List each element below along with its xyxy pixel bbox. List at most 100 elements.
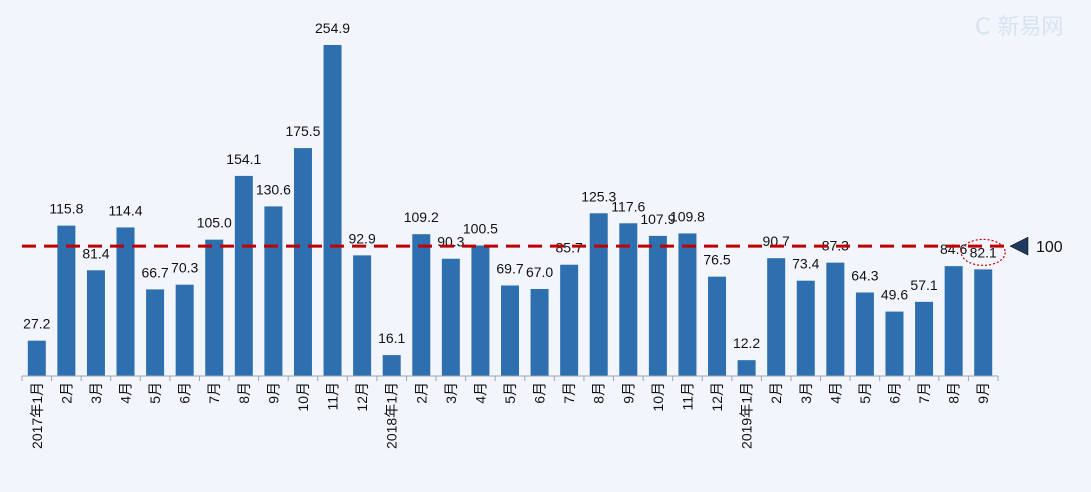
x-tick-label-0: 2017年1月 — [29, 382, 45, 449]
x-tick-label-29: 6月 — [886, 382, 902, 404]
bar-26 — [796, 280, 815, 376]
x-tick-label-8: 9月 — [265, 382, 281, 404]
value-label-20: 117.6 — [611, 198, 645, 214]
x-tick-label-26: 3月 — [798, 382, 814, 404]
value-label-13: 109.2 — [404, 209, 439, 225]
bar-20 — [619, 223, 638, 376]
value-label-4: 66.7 — [141, 264, 168, 280]
highlight-circle — [960, 238, 1006, 266]
value-label-19: 125.3 — [581, 188, 616, 204]
value-label-29: 49.6 — [881, 287, 908, 303]
watermark-text: C 新易网 — [975, 15, 1063, 40]
x-tick-label-14: 3月 — [443, 382, 459, 404]
x-tick-label-16: 5月 — [502, 382, 518, 404]
bar-27 — [826, 262, 845, 376]
bar-0 — [27, 340, 46, 376]
value-label-22: 109.8 — [670, 208, 705, 224]
bar-3 — [116, 227, 135, 376]
bar-24 — [737, 360, 756, 376]
value-label-24: 12.2 — [733, 335, 760, 351]
bar-18 — [560, 264, 579, 376]
x-tick-label-10: 11月 — [325, 382, 341, 411]
value-label-6: 105.0 — [197, 215, 232, 231]
x-tick-label-12: 2018年1月 — [384, 382, 400, 449]
bar-4 — [146, 289, 165, 376]
value-label-18: 85.7 — [556, 240, 583, 256]
value-label-31: 84.6 — [940, 241, 967, 257]
x-tick-label-28: 5月 — [857, 382, 873, 404]
x-tick-label-2: 3月 — [88, 382, 104, 404]
x-tick-label-11: 12月 — [354, 382, 370, 412]
x-tick-label-15: 4月 — [472, 382, 488, 404]
bar-15 — [471, 245, 490, 376]
value-label-8: 130.6 — [256, 181, 291, 197]
x-tick-label-31: 8月 — [946, 382, 962, 404]
bar-30 — [915, 301, 934, 376]
bar-32 — [974, 269, 993, 376]
bar-16 — [501, 285, 519, 376]
value-label-15: 100.5 — [463, 220, 498, 236]
reference-line-layer: 100 — [22, 236, 1063, 266]
value-label-27: 87.3 — [822, 238, 849, 254]
bar-7 — [234, 175, 253, 376]
value-labels-layer: 27.2 115.8 81.4 114.4 66.7 70.3 105.0 154.1 130.… — [23, 20, 997, 351]
x-tick-label-6: 7月 — [206, 382, 222, 404]
x-tick-label-1: 2月 — [58, 382, 74, 404]
x-tick-label-18: 7月 — [561, 382, 577, 404]
x-tick-label-30: 7月 — [916, 382, 932, 404]
bar-6 — [205, 239, 224, 376]
value-label-5: 70.3 — [171, 260, 198, 276]
bar-31 — [944, 266, 963, 376]
x-tick-label-7: 8月 — [236, 382, 252, 404]
bar-21 — [648, 235, 667, 376]
x-tick-label-24: 2019年1月 — [739, 382, 755, 449]
bar-9 — [293, 148, 312, 376]
value-label-7: 154.1 — [226, 151, 261, 167]
bar-22 — [678, 233, 697, 376]
value-label-1: 115.8 — [49, 201, 83, 217]
bar-29 — [885, 311, 904, 376]
x-tick-label-3: 4月 — [118, 382, 134, 404]
reference-line-label: 100 — [1036, 239, 1063, 256]
bar-25 — [767, 258, 786, 376]
reference-arrow-icon — [1009, 236, 1029, 256]
bar-28 — [855, 292, 874, 376]
value-label-28: 64.3 — [851, 268, 878, 284]
value-label-12: 16.1 — [378, 330, 405, 346]
x-tick-label-23: 12月 — [709, 382, 725, 412]
value-label-16: 69.7 — [496, 260, 523, 276]
value-label-30: 57.1 — [910, 277, 937, 293]
x-tick-label-27: 4月 — [827, 382, 843, 404]
bar-14 — [441, 258, 460, 376]
value-label-3: 114.4 — [109, 202, 143, 218]
value-label-11: 92.9 — [348, 230, 375, 246]
x-tick-label-32: 9月 — [975, 382, 991, 404]
bar-8 — [264, 206, 283, 376]
value-label-17: 67.0 — [526, 264, 553, 280]
x-tick-label-22: 11月 — [679, 382, 695, 411]
bar-19 — [589, 213, 608, 376]
bar-2 — [86, 270, 105, 376]
x-axis: 2017年1月 2月 3月 4月 5月 6月 7月 8月 9月 10月 11月 12月 2018年1月 2… — [21, 375, 999, 449]
value-label-21: 107.9 — [640, 211, 675, 227]
x-tick-label-20: 9月 — [620, 382, 636, 404]
x-tick-label-19: 8月 — [591, 382, 607, 404]
value-label-23: 76.5 — [703, 252, 730, 268]
value-label-9: 175.5 — [285, 123, 320, 139]
x-tick-label-5: 6月 — [177, 382, 193, 404]
bar-11 — [353, 255, 372, 376]
bars-layer — [27, 45, 993, 376]
bar-10 — [323, 45, 342, 376]
bar-17 — [530, 288, 549, 376]
value-label-26: 73.4 — [792, 256, 819, 272]
value-label-2: 81.4 — [82, 245, 109, 261]
bar-1 — [57, 225, 76, 376]
value-label-0: 27.2 — [23, 316, 50, 332]
bar-5 — [175, 284, 194, 376]
bar-12 — [382, 355, 401, 376]
x-tick-label-13: 2月 — [413, 382, 429, 404]
x-tick-label-21: 10月 — [650, 382, 666, 412]
x-tick-label-4: 5月 — [147, 382, 163, 404]
